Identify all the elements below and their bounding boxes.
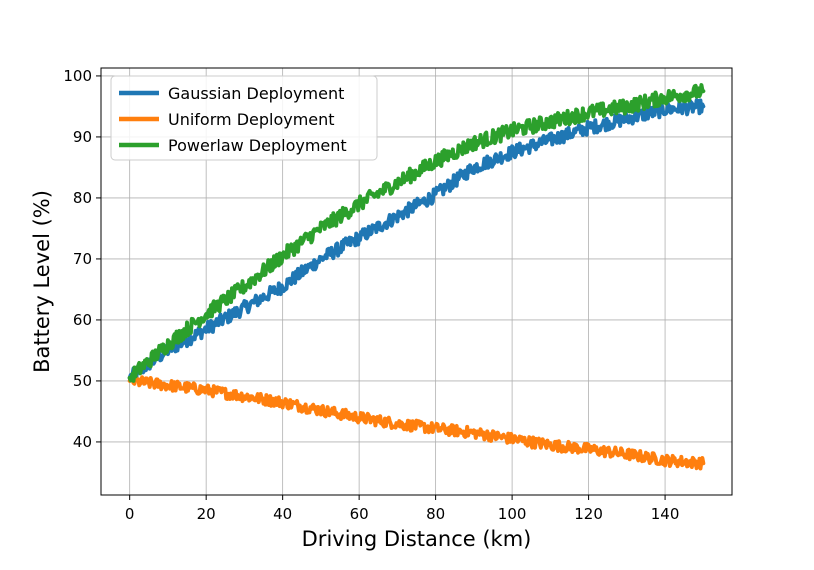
y-tick-label: 60 <box>73 311 92 329</box>
axis-ticks: 0 20 40 60 80 100 120 140 40 50 60 70 80 90 100 <box>63 67 679 523</box>
legend-label: Uniform Deployment <box>168 110 335 129</box>
y-tick-label: 90 <box>73 128 92 146</box>
legend-label: Powerlaw Deployment <box>168 136 347 155</box>
y-tick-label: 50 <box>73 372 92 390</box>
x-tick-label: 0 <box>125 505 135 523</box>
legend-label: Gaussian Deployment <box>168 84 344 103</box>
x-tick-label: 140 <box>651 505 680 523</box>
y-tick-label: 70 <box>73 250 92 268</box>
x-tick-label: 60 <box>350 505 369 523</box>
plot-frame <box>100 67 733 496</box>
x-axis-label: Driving Distance (km) <box>302 527 532 551</box>
legend: Gaussian Deployment Uniform Deployment Pow… <box>110 75 378 161</box>
y-tick-label: 40 <box>73 433 92 451</box>
y-tick-label: 80 <box>73 189 92 207</box>
series-line <box>127 83 706 383</box>
x-tick-label: 100 <box>498 505 527 523</box>
x-tick-label: 40 <box>273 505 292 523</box>
x-tick-label: 20 <box>197 505 216 523</box>
y-tick-label: 100 <box>63 67 92 85</box>
series-lines <box>127 83 706 471</box>
y-axis-label: Battery Level (%) <box>30 190 54 373</box>
series-line <box>127 374 706 471</box>
series-line <box>127 98 706 382</box>
x-tick-label: 120 <box>574 505 603 523</box>
x-tick-label: 80 <box>426 505 445 523</box>
legend-box <box>110 75 378 161</box>
